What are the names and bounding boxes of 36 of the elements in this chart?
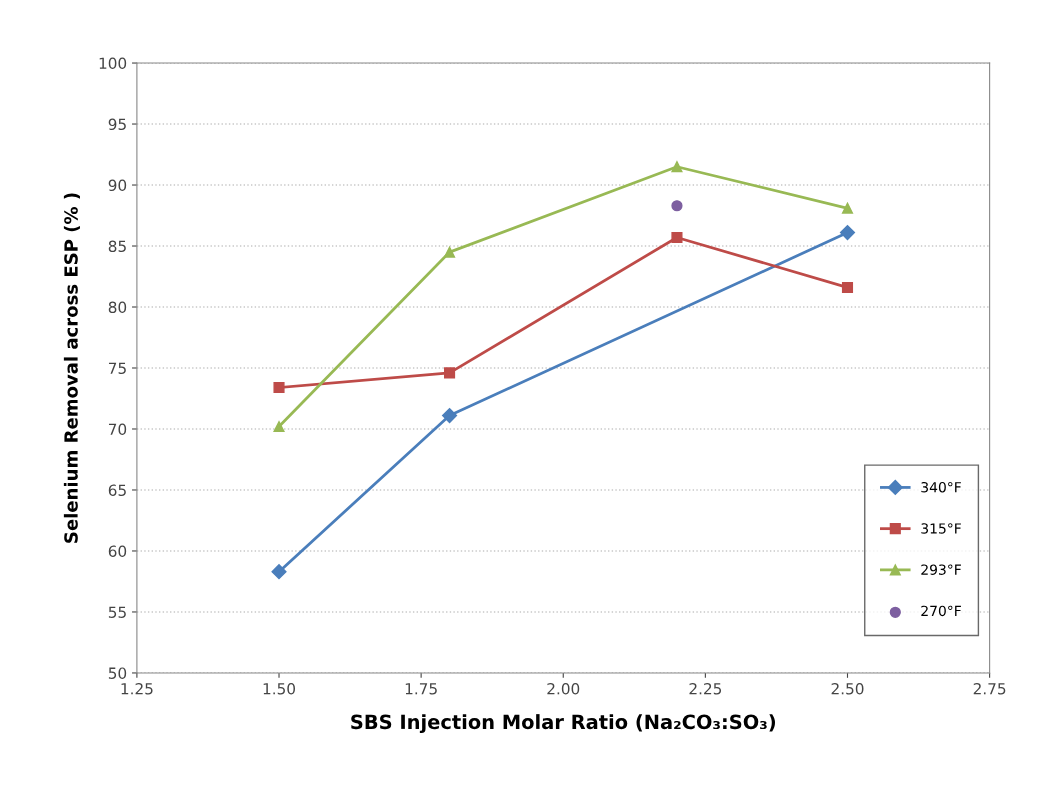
x-axis-title: SBS Injection Molar Ratio (Na₂CO₃:SO₃) bbox=[351, 714, 776, 734]
y-tick-label: 55 bbox=[108, 606, 126, 618]
y-tick-label: 95 bbox=[108, 118, 126, 131]
point bbox=[273, 420, 285, 433]
point bbox=[671, 161, 683, 173]
point bbox=[841, 202, 854, 214]
y-axis-title: Selenium Removal across ESP (% ) bbox=[63, 193, 80, 543]
point bbox=[839, 225, 856, 241]
x-tick-label: 2.00 bbox=[547, 682, 580, 695]
y-tick-label: 70 bbox=[108, 423, 127, 436]
legend-label: 315°F bbox=[921, 523, 961, 534]
x-tick-label: 1.75 bbox=[405, 683, 437, 695]
x-tick-label: 2.75 bbox=[973, 682, 1006, 695]
y-tick-label: 60 bbox=[108, 545, 127, 557]
point bbox=[671, 231, 683, 244]
legend-label: 270°F bbox=[921, 605, 961, 617]
x-tick-label: 2.50 bbox=[831, 682, 864, 695]
x-tick-label: 2.25 bbox=[689, 682, 722, 695]
y-tick-label: 90 bbox=[108, 179, 127, 192]
point bbox=[841, 281, 854, 294]
point bbox=[271, 564, 287, 580]
point bbox=[441, 407, 458, 424]
y-tick-label: 80 bbox=[108, 301, 127, 314]
legend-label: 340°F bbox=[921, 481, 961, 493]
y-tick-label: 75 bbox=[108, 362, 126, 375]
point bbox=[444, 367, 456, 379]
y-tick-label: 50 bbox=[108, 667, 127, 679]
point bbox=[273, 381, 285, 394]
point bbox=[671, 200, 683, 212]
x-tick-label: 1.25 bbox=[121, 682, 153, 695]
point bbox=[444, 246, 456, 258]
x-tick-label: 1.50 bbox=[263, 682, 296, 695]
y-tick-label: 100 bbox=[99, 57, 127, 70]
y-tick-label: 85 bbox=[108, 240, 126, 253]
y-tick-label: 65 bbox=[108, 484, 126, 496]
legend-label: 293°F bbox=[921, 564, 961, 575]
